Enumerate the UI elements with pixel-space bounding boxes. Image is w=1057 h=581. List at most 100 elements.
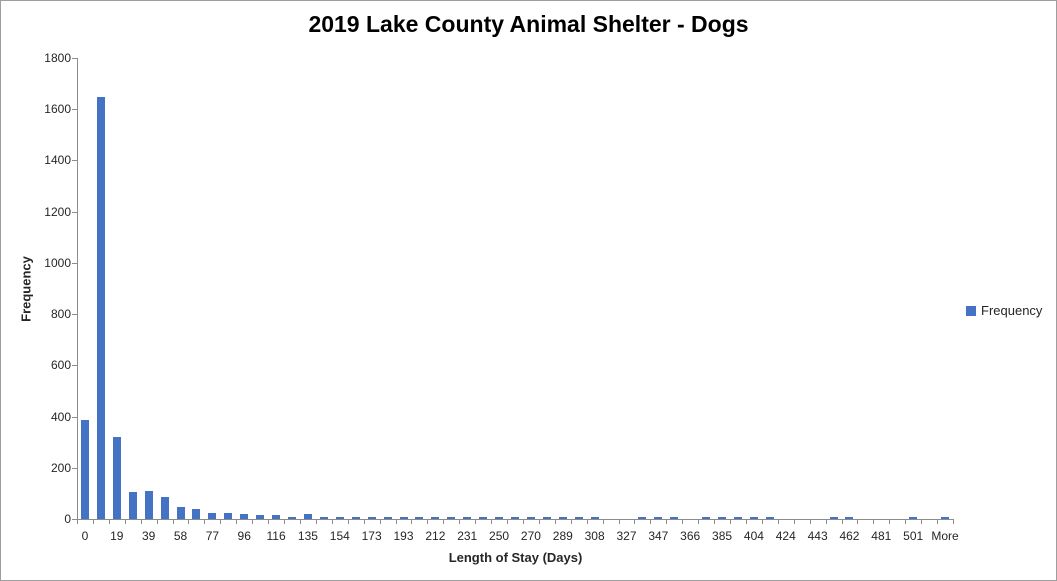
bar	[208, 513, 217, 519]
x-tick	[825, 520, 827, 524]
x-tick-label: 501	[903, 529, 924, 543]
y-tick-label: 1000	[44, 255, 71, 270]
bar	[144, 491, 153, 519]
x-tick	[889, 520, 891, 524]
x-tick-label: 270	[520, 529, 541, 543]
bar	[415, 517, 424, 519]
x-tick-label: 385	[712, 529, 733, 543]
x-tick	[873, 520, 875, 524]
x-tick	[315, 520, 317, 524]
bar	[749, 517, 758, 519]
x-tick	[857, 520, 859, 524]
bar	[670, 517, 679, 519]
bar	[335, 517, 344, 519]
bar	[558, 517, 567, 519]
x-tick	[507, 520, 509, 524]
x-tick-label: 19	[110, 529, 124, 543]
x-tick	[172, 520, 174, 524]
x-tick-label: 116	[266, 529, 286, 543]
x-tick	[777, 520, 779, 524]
bar	[447, 517, 456, 519]
legend-swatch-icon	[966, 305, 976, 316]
bar	[240, 514, 249, 519]
x-tick	[236, 520, 238, 524]
x-tick	[108, 520, 110, 524]
bar	[845, 517, 854, 519]
y-tick	[72, 365, 77, 367]
x-tick-label: 424	[775, 529, 796, 543]
x-tick	[921, 520, 923, 524]
bar	[112, 437, 121, 519]
x-tick-label: 154	[329, 529, 350, 543]
x-tick	[714, 520, 716, 524]
x-tick	[252, 520, 254, 524]
bar	[399, 517, 408, 519]
y-tick	[72, 416, 77, 418]
y-tick	[72, 519, 77, 520]
x-tick-label: 481	[871, 529, 892, 543]
x-tick	[268, 520, 270, 524]
bar	[367, 517, 376, 519]
bar	[160, 497, 169, 519]
x-tick	[395, 520, 397, 524]
x-tick	[204, 520, 206, 524]
bar	[909, 517, 918, 519]
x-tick	[363, 520, 365, 524]
x-tick	[299, 520, 301, 524]
bar	[638, 517, 647, 519]
bar	[542, 517, 551, 519]
x-tick	[475, 520, 477, 524]
bar	[272, 515, 281, 519]
x-tick	[618, 520, 620, 524]
x-tick	[188, 520, 190, 524]
y-tick	[72, 211, 77, 213]
bar	[351, 517, 360, 519]
legend: Frequency	[966, 303, 1042, 318]
x-tick-label: 135	[297, 529, 318, 543]
x-tick	[602, 520, 604, 524]
y-tick-label: 1200	[44, 204, 71, 219]
x-tick	[331, 520, 333, 524]
x-tick	[761, 520, 763, 524]
x-axis-title: Length of Stay (Days)	[448, 550, 583, 565]
x-tick	[793, 520, 795, 524]
bar	[463, 517, 472, 519]
x-tick	[347, 520, 349, 524]
x-tick-label: 58	[173, 529, 188, 543]
x-tick	[220, 520, 222, 524]
bar	[718, 517, 727, 519]
bar	[702, 517, 711, 519]
x-tick	[140, 520, 142, 524]
x-tick	[953, 520, 954, 524]
bar	[495, 517, 504, 519]
y-tick	[72, 467, 77, 469]
x-tick	[905, 520, 907, 524]
y-tick	[72, 58, 77, 59]
y-tick-label: 400	[50, 409, 71, 424]
bar	[319, 517, 328, 519]
x-tick	[650, 520, 652, 524]
x-tick	[841, 520, 843, 524]
x-tick	[698, 520, 700, 524]
x-tick	[284, 520, 286, 524]
x-tick-label: More	[931, 529, 959, 543]
bar	[176, 507, 185, 519]
bar	[733, 517, 742, 519]
x-tick-label: 193	[393, 529, 414, 543]
x-axis-line	[77, 519, 954, 520]
x-tick	[809, 520, 811, 524]
x-tick-label: 77	[205, 529, 220, 543]
x-tick	[411, 520, 413, 524]
bar	[80, 420, 89, 519]
x-tick	[379, 520, 381, 524]
bar	[303, 514, 312, 519]
bar	[431, 517, 440, 519]
bar	[383, 517, 392, 519]
x-tick-label: 308	[584, 529, 605, 543]
bar	[256, 515, 265, 519]
x-tick-label: 327	[616, 529, 637, 543]
legend-label: Frequency	[981, 303, 1043, 318]
x-tick-label: 173	[361, 529, 382, 543]
x-tick	[459, 520, 461, 524]
x-tick	[443, 520, 445, 524]
